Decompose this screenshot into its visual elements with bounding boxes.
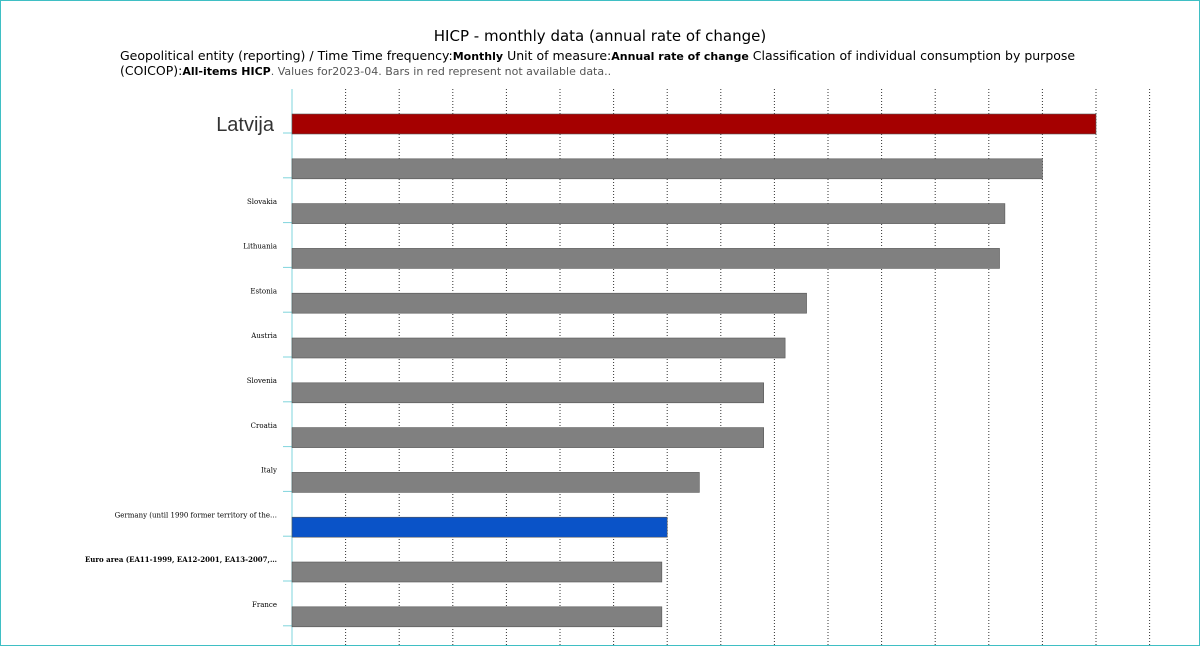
bar <box>291 427 764 448</box>
bar <box>291 472 700 493</box>
bar <box>291 337 786 359</box>
category-label: Slovenia <box>247 377 277 385</box>
subtitle-part2: Unit of measure: <box>503 48 612 63</box>
subtitle-part1: Geopolitical entity (reporting) / Time T… <box>120 48 453 63</box>
bar <box>291 158 1043 180</box>
bar <box>291 113 1097 135</box>
category-label: Lithuania <box>243 243 277 251</box>
bar <box>291 516 668 538</box>
bar <box>291 382 764 404</box>
category-label: Euro area (EA11-1999, EA12-2001, EA13-20… <box>85 555 277 564</box>
subtitle-part3: Classification of individual consumption… <box>120 48 1076 78</box>
category-label: Austria <box>250 332 277 340</box>
category-label: Italy <box>261 467 277 475</box>
category-label: Croatia <box>251 422 277 430</box>
bar <box>291 561 663 583</box>
category-label: Estonia <box>250 287 277 295</box>
bar <box>291 292 807 314</box>
subtitle-coicop: All-items HICP <box>182 65 271 78</box>
chart-subtitle: Geopolitical entity (reporting) / Time T… <box>120 49 1095 79</box>
category-label: Slovakia <box>247 198 277 206</box>
bar <box>291 248 1000 269</box>
subtitle-unit: Annual rate of change <box>611 50 749 63</box>
category-label: Latvija <box>216 114 275 136</box>
subtitle-frequency: Monthly <box>452 50 504 63</box>
category-label: Germany (until 1990 former territory of … <box>115 511 277 519</box>
category-label: France <box>252 601 277 609</box>
chart-title: HICP - monthly data (annual rate of chan… <box>433 27 767 45</box>
subtitle-part4: . Values for2023-04. Bars in red represe… <box>270 65 612 78</box>
bar <box>291 606 663 628</box>
bar <box>291 203 1006 224</box>
